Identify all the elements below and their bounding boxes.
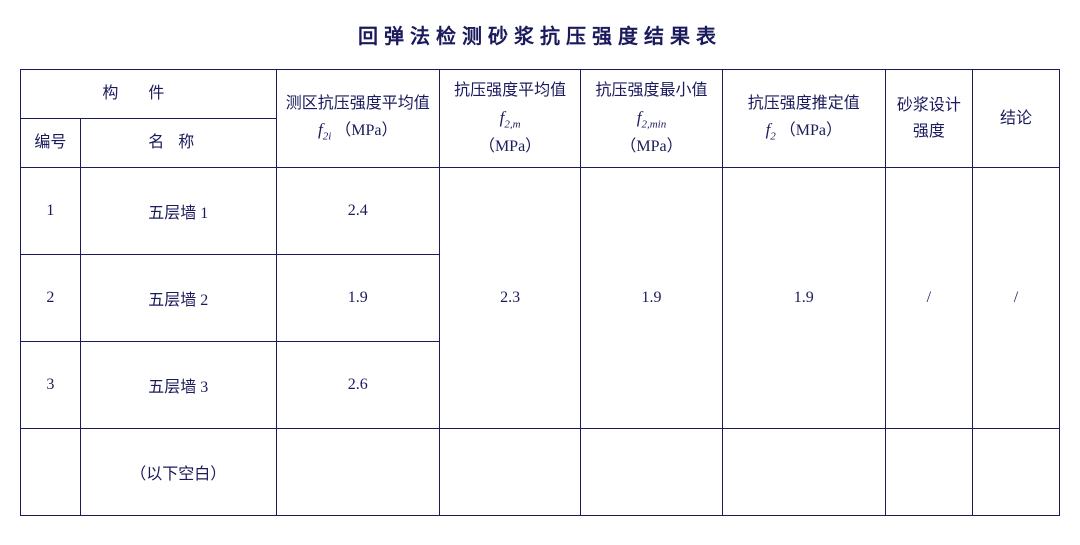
cell-no: 1 — [21, 168, 81, 255]
cell-blank — [972, 429, 1059, 516]
header-est-strength: 抗压强度推定值 f2 （MPa） — [722, 70, 885, 168]
header-component: 构件 — [21, 70, 277, 119]
header-conclusion: 结论 — [972, 70, 1059, 168]
table-row: 1 五层墙 1 2.4 2.3 1.9 1.9 / / — [21, 168, 1060, 255]
cell-design: / — [885, 168, 972, 429]
cell-avg: 2.3 — [439, 168, 580, 429]
header-no: 编号 — [21, 119, 81, 168]
cell-no: 3 — [21, 342, 81, 429]
header-design-strength: 砂浆设计强度 — [885, 70, 972, 168]
table-row-blank: （以下空白） — [21, 429, 1060, 516]
cell-blank — [581, 429, 722, 516]
cell-conclusion: / — [972, 168, 1059, 429]
cell-name: 五层墙 1 — [80, 168, 276, 255]
table-title: 回弹法检测砂浆抗压强度结果表 — [20, 20, 1060, 49]
cell-zone: 2.4 — [276, 168, 439, 255]
header-zone-strength: 测区抗压强度平均值 f2i （MPa） — [276, 70, 439, 168]
cell-name: 五层墙 3 — [80, 342, 276, 429]
cell-blank — [439, 429, 580, 516]
cell-min: 1.9 — [581, 168, 722, 429]
header-avg-strength: 抗压强度平均值 f2,m （MPa） — [439, 70, 580, 168]
cell-zone: 1.9 — [276, 255, 439, 342]
cell-blank — [885, 429, 972, 516]
header-min-strength: 抗压强度最小值 f2,min （MPa） — [581, 70, 722, 168]
cell-no-blank — [21, 429, 81, 516]
cell-blank — [722, 429, 885, 516]
strength-results-table: 构件 测区抗压强度平均值 f2i （MPa） 抗压强度平均值 f2,m （MPa… — [20, 69, 1060, 516]
header-name: 名称 — [80, 119, 276, 168]
cell-est: 1.9 — [722, 168, 885, 429]
cell-blank-note: （以下空白） — [80, 429, 276, 516]
cell-no: 2 — [21, 255, 81, 342]
cell-blank — [276, 429, 439, 516]
cell-name: 五层墙 2 — [80, 255, 276, 342]
cell-zone: 2.6 — [276, 342, 439, 429]
